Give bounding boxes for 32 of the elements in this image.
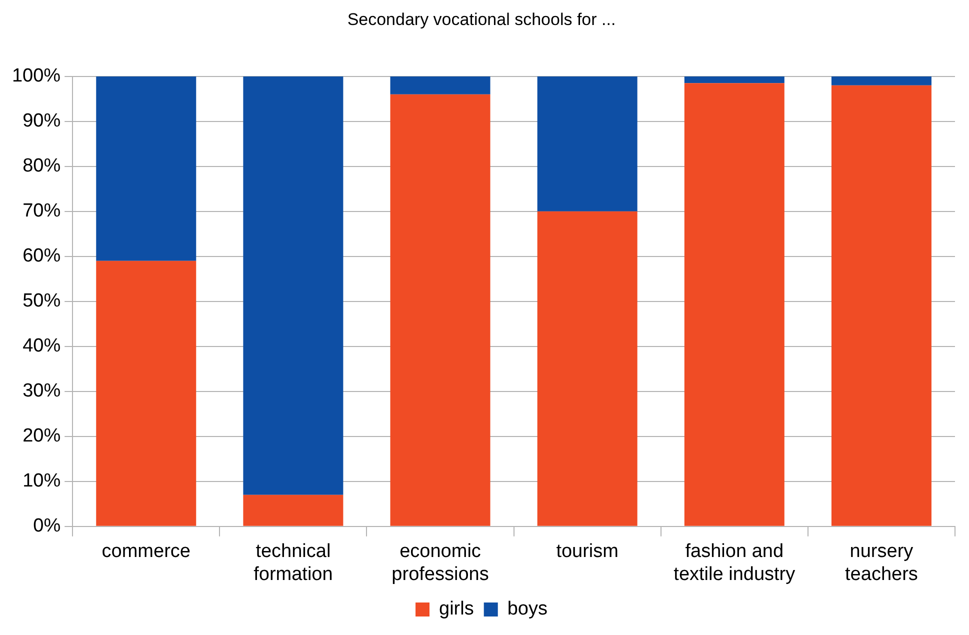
bar [243,494,344,526]
y-tick-label: 70% [22,200,61,222]
chart-title: Secondary vocational schools for ... [347,10,616,29]
x-tick-label: nursery teachers [845,541,918,585]
x-tick-label: economic professions [392,541,489,585]
y-tick-label: 90% [22,110,61,132]
bar [684,83,784,526]
bar [831,85,932,526]
legend-label: girls [439,598,474,620]
bar [390,94,490,526]
y-tick-label: 100% [12,66,61,87]
bar [390,76,490,94]
x-tick-label: technical formation [254,541,333,585]
y-tick-label: 60% [22,246,61,267]
bar [96,76,196,261]
x-tick-label: fashion and textile industry [674,541,796,585]
y-tick-label: 80% [22,156,61,177]
x-tick-label: commerce [102,541,190,562]
y-tick-label: 50% [22,290,61,312]
bar [537,76,638,212]
y-tick-label: 30% [22,380,61,402]
bar [96,260,196,526]
y-tick-label: 20% [22,426,61,447]
bar [684,76,784,84]
y-tick-label: 40% [22,336,61,357]
x-tick-label: tourism [556,541,618,562]
legend-label: boys [507,598,548,620]
bar [243,76,344,495]
bar [537,211,638,526]
y-tick-label: 0% [33,516,61,537]
bar [831,76,932,86]
y-tick-label: 10% [22,470,61,492]
